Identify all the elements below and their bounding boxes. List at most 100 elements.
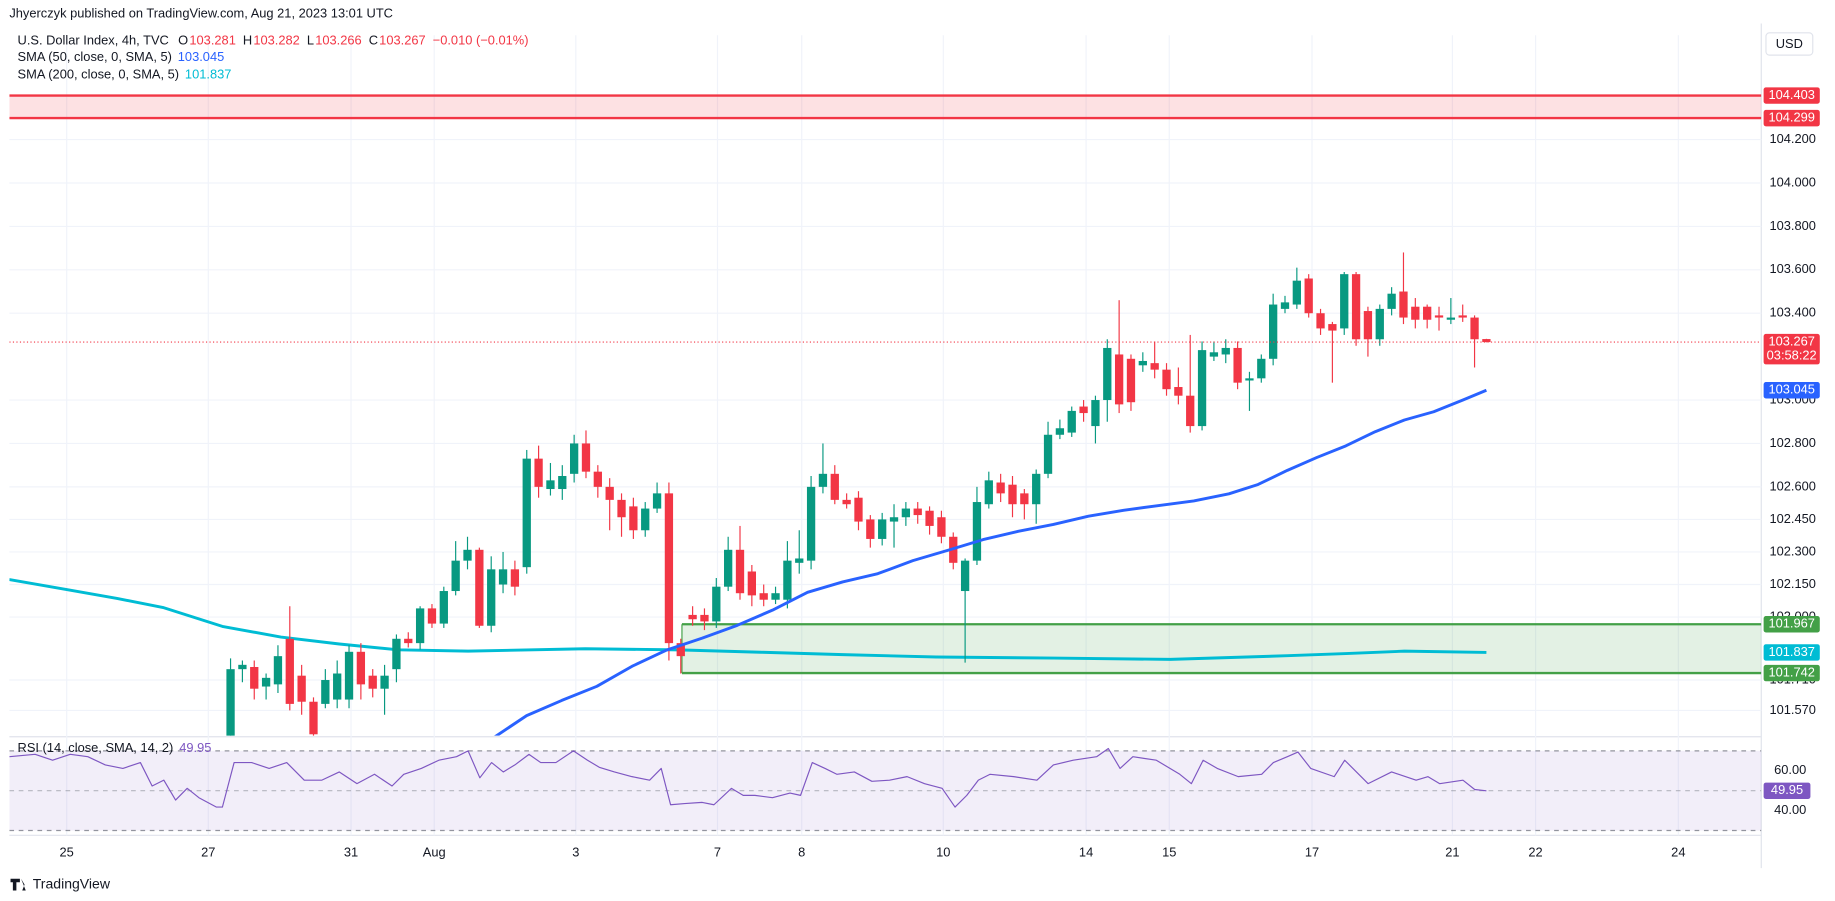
x-tick-label: 15	[1162, 844, 1176, 859]
candle-body	[1292, 280, 1301, 305]
candle-body	[960, 560, 970, 592]
y-tick-label: 102.300	[1769, 543, 1815, 558]
indicator-name: SMA (50, close, 0, SMA, 5)	[18, 49, 172, 64]
brand-logo: TradingView	[10, 875, 111, 891]
price-tag-label: 103.267	[1768, 333, 1814, 348]
candle-body	[261, 677, 271, 687]
candle-body	[1008, 484, 1017, 505]
candle-body	[487, 569, 496, 626]
candle-body	[1221, 347, 1230, 355]
candle-body	[498, 569, 508, 585]
y-tick-label: 102.800	[1769, 435, 1815, 450]
candle-body	[1363, 311, 1373, 340]
price-tags: 104.403 104.299 101.967 101.742 103.26703:58…	[1763, 87, 1820, 799]
currency[interactable]: USD	[1776, 36, 1803, 51]
x-tick-label: 25	[60, 844, 74, 859]
y-tick-label: 103.800	[1769, 218, 1815, 233]
candle-body	[818, 473, 828, 487]
candle-body	[1162, 369, 1171, 390]
candle-body	[1269, 304, 1278, 359]
candle-body	[1067, 410, 1076, 433]
candle-body	[392, 638, 401, 670]
candle-body	[866, 519, 875, 539]
candle-body	[380, 675, 389, 689]
x-tick-label: 22	[1528, 844, 1542, 859]
candle-body	[1186, 395, 1195, 427]
candle-body	[1280, 302, 1290, 309]
candle-body	[1114, 354, 1124, 405]
candle-body	[972, 502, 982, 561]
ohlc-value: 103.266	[315, 32, 361, 47]
y-tick-label: 104.200	[1769, 131, 1815, 146]
ohlc-label: O	[178, 32, 188, 47]
candle-body	[297, 675, 306, 702]
x-tick-label: 27	[201, 844, 215, 859]
candle-body	[593, 471, 602, 487]
brand: TradingView	[33, 875, 111, 891]
price-change: −0.010 (−0.01%)	[433, 32, 529, 47]
candle-body	[1470, 317, 1479, 340]
currency-box[interactable]	[1765, 32, 1814, 56]
candle-body	[664, 493, 674, 644]
x-tick-label: 21	[1445, 844, 1459, 859]
candle-body	[558, 476, 567, 490]
candle-body	[1032, 473, 1041, 505]
candle-body	[344, 651, 354, 700]
candle-body	[1423, 306, 1432, 320]
candle-body	[1020, 493, 1029, 505]
candle-body	[1399, 291, 1408, 318]
candle-body	[522, 458, 531, 568]
candle-body	[1446, 317, 1456, 320]
candle-body	[925, 510, 934, 526]
candle-body	[712, 586, 721, 622]
price-tag-label: 104.403	[1768, 87, 1814, 102]
symbol-name: U.S. Dollar Index, 4h, TVC	[18, 32, 169, 47]
zone	[681, 624, 1762, 674]
candle-body	[759, 593, 768, 600]
candle-body	[1043, 434, 1053, 474]
candle-body	[285, 638, 294, 704]
x-tick-label: 7	[714, 844, 721, 859]
zone	[9, 95, 1762, 119]
series-line	[9, 747, 1487, 808]
ohlc-label: C	[369, 32, 378, 47]
series-line	[494, 388, 1487, 736]
price-tag-label: 101.967	[1768, 616, 1814, 631]
candle-body	[771, 593, 780, 600]
candle-body	[1174, 387, 1183, 396]
candle-body	[368, 675, 377, 689]
candle-body	[250, 666, 259, 689]
x-tick-label: 24	[1671, 844, 1685, 859]
x-tick-label: 10	[936, 844, 950, 859]
rsi-pane	[9, 747, 1762, 832]
x-tick-label: 31	[344, 844, 358, 859]
candle-body	[629, 506, 638, 531]
indicator-value: 101.837	[185, 66, 231, 81]
x-tick-label: 17	[1305, 844, 1319, 859]
rsi-tag-label: 49.95	[1771, 782, 1803, 797]
ohlc-value: 103.281	[189, 32, 235, 47]
x-tick-label: Aug	[423, 844, 446, 859]
x-tick-label: 14	[1079, 844, 1093, 859]
indicator-value: 103.045	[178, 49, 224, 64]
candle-body	[724, 549, 733, 587]
countdown-label: 03:58:22	[1767, 348, 1817, 363]
x-tick-label: 3	[572, 844, 579, 859]
price-tag	[1763, 382, 1820, 399]
candle-body	[1316, 313, 1325, 329]
price-tag-label: 104.299	[1768, 110, 1814, 125]
candle-body	[984, 480, 993, 505]
candle-body	[581, 443, 591, 472]
candle-body	[1351, 274, 1361, 340]
candle-body	[1091, 400, 1100, 427]
candle-body	[1387, 293, 1396, 309]
candle-body	[688, 614, 697, 620]
price-tag-label: 101.837	[1768, 644, 1814, 659]
candle-body	[830, 473, 839, 500]
candle-body	[1328, 324, 1337, 331]
candle-body	[617, 499, 626, 518]
candle-body	[1257, 358, 1266, 379]
y-tick-label: 103.400	[1769, 305, 1815, 320]
